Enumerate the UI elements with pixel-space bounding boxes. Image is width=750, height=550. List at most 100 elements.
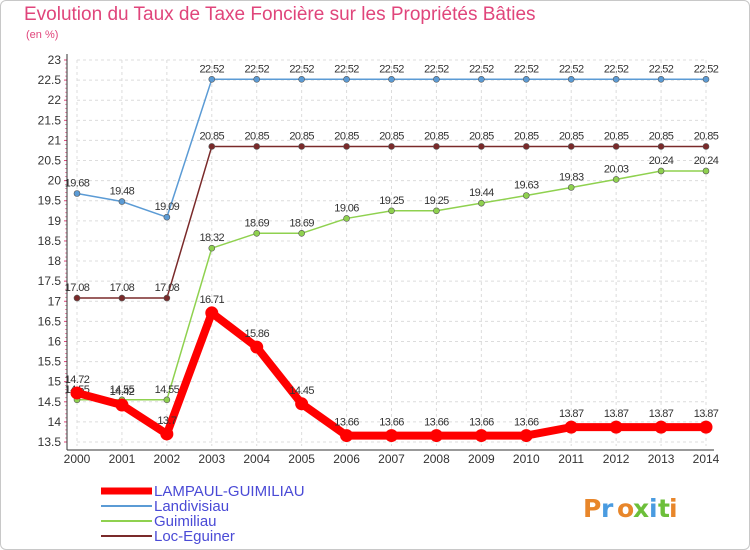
data-point xyxy=(612,76,620,83)
data-point xyxy=(433,143,440,150)
data-label: 14.72 xyxy=(65,374,90,386)
x-tick-label: 2003 xyxy=(198,452,225,466)
data-label: 20.85 xyxy=(649,130,674,142)
data-point xyxy=(522,192,530,199)
y-tick-label: 17.5 xyxy=(38,274,62,288)
data-point xyxy=(163,294,171,302)
data-label: 22.52 xyxy=(379,63,404,75)
data-label: 20.24 xyxy=(694,155,719,167)
legend: LAMPAUL-GUIMILIAULandivisiauGuimiliauLoc… xyxy=(101,483,305,545)
x-tick-label: 2006 xyxy=(333,452,360,466)
data-label: 20.85 xyxy=(469,130,494,142)
chart-title: Evolution du Taux de Taxe Foncière sur l… xyxy=(24,4,536,25)
x-tick-label: 2010 xyxy=(513,452,540,466)
data-label: 13.66 xyxy=(469,417,494,429)
legend-label: Loc-Eguiner xyxy=(154,528,235,545)
series-group: 19.68 19.48 19.09 22.52 22.52 22.52 22.52 22.52… xyxy=(65,63,719,443)
grid xyxy=(76,59,707,446)
data-point xyxy=(702,76,710,83)
data-point xyxy=(474,429,488,443)
data-point xyxy=(433,76,440,83)
data-label: 19.25 xyxy=(424,195,449,207)
data-point xyxy=(612,143,620,150)
y-tick-label: 22 xyxy=(48,93,62,107)
data-point xyxy=(567,76,575,83)
data-point xyxy=(208,143,216,150)
y-axis-unit: (en %) xyxy=(26,29,59,41)
y-tick-label: 18.5 xyxy=(38,234,62,248)
y-tick-label: 16.5 xyxy=(38,314,62,328)
data-label: 15.86 xyxy=(244,328,269,340)
data-point xyxy=(519,429,533,443)
y-tick-label: 14.5 xyxy=(38,395,62,409)
data-label: 14.42 xyxy=(110,386,135,398)
x-tick-label: 2001 xyxy=(109,452,136,466)
y-tick-label: 20 xyxy=(48,174,62,188)
x-tick-label: 2000 xyxy=(64,452,91,466)
data-label: 20.85 xyxy=(244,130,269,142)
data-label: 18.69 xyxy=(289,217,314,229)
logo-letter: i xyxy=(649,494,658,523)
data-point xyxy=(73,294,81,302)
legend-label: Landivisiau xyxy=(154,498,229,515)
data-point xyxy=(478,143,485,150)
data-label: 17.08 xyxy=(155,282,180,294)
y-tick-label: 22.5 xyxy=(38,73,62,87)
data-point xyxy=(702,167,710,175)
data-label: 19.48 xyxy=(110,186,135,198)
data-label: 17.08 xyxy=(65,282,90,294)
x-tick-label: 2012 xyxy=(603,452,630,466)
data-point xyxy=(429,429,443,443)
y-tick-label: 23 xyxy=(48,53,62,67)
data-label: 13.66 xyxy=(514,417,539,429)
data-point xyxy=(163,396,171,404)
data-label: 22.52 xyxy=(604,63,629,75)
data-point xyxy=(295,397,309,411)
data-point xyxy=(118,198,126,205)
data-point xyxy=(205,306,219,320)
data-point xyxy=(73,190,81,197)
data-label: 20.85 xyxy=(200,130,225,142)
axes: 13.5 14 14.5 15 15.5 16 16.5 17 17.5 18 18.5 19 19.5… xyxy=(38,53,720,466)
data-point xyxy=(522,143,530,150)
x-tick-label: 2002 xyxy=(154,452,181,466)
data-point xyxy=(699,420,713,434)
data-label: 13.7 xyxy=(157,415,176,427)
data-label: 19.06 xyxy=(334,202,359,214)
data-label: 18.32 xyxy=(200,232,225,244)
y-tick-label: 21.5 xyxy=(38,113,62,127)
data-label: 20.85 xyxy=(559,130,584,142)
data-point xyxy=(657,143,665,150)
data-point xyxy=(70,386,84,400)
series-loc-eguiner: 17.08 17.08 17.08 20.85 20.85 20.85 20.85 20.85… xyxy=(65,130,719,302)
y-tick-label: 19.5 xyxy=(38,194,62,208)
data-label: 19.44 xyxy=(469,187,494,199)
data-label: 19.09 xyxy=(155,201,180,213)
data-label: 22.52 xyxy=(200,63,225,75)
data-point xyxy=(253,230,261,237)
data-point xyxy=(253,143,261,150)
data-label: 22.52 xyxy=(514,63,539,75)
x-tick-label: 2008 xyxy=(423,452,450,466)
logo-letter: x xyxy=(633,494,649,523)
logo-letter: i xyxy=(669,494,678,523)
data-label: 14.55 xyxy=(155,384,180,396)
data-label: 19.63 xyxy=(514,180,539,192)
data-point xyxy=(385,429,398,443)
y-tick-label: 14 xyxy=(48,415,62,429)
data-point xyxy=(388,143,395,150)
y-tick-label: 18 xyxy=(48,254,62,268)
data-label: 18.69 xyxy=(244,217,269,229)
data-point xyxy=(163,213,171,221)
data-label: 14.45 xyxy=(289,385,314,397)
data-point xyxy=(654,420,668,434)
data-point xyxy=(702,143,710,150)
data-label: 13.66 xyxy=(334,417,359,429)
y-tick-label: 17 xyxy=(48,294,62,308)
data-label: 22.52 xyxy=(469,63,494,75)
data-label: 17.08 xyxy=(110,282,135,294)
data-label: 13.66 xyxy=(424,417,449,429)
data-point xyxy=(118,294,126,302)
data-point xyxy=(433,207,440,215)
